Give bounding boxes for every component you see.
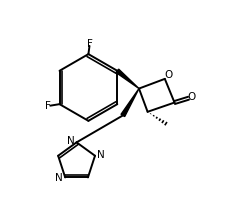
Text: O: O — [188, 92, 196, 102]
Text: O: O — [164, 70, 173, 80]
Polygon shape — [121, 89, 139, 117]
Text: N: N — [97, 150, 105, 160]
Polygon shape — [116, 69, 139, 89]
Text: F: F — [86, 39, 92, 49]
Text: F: F — [45, 101, 51, 111]
Text: N: N — [55, 173, 63, 183]
Text: N: N — [67, 136, 74, 146]
